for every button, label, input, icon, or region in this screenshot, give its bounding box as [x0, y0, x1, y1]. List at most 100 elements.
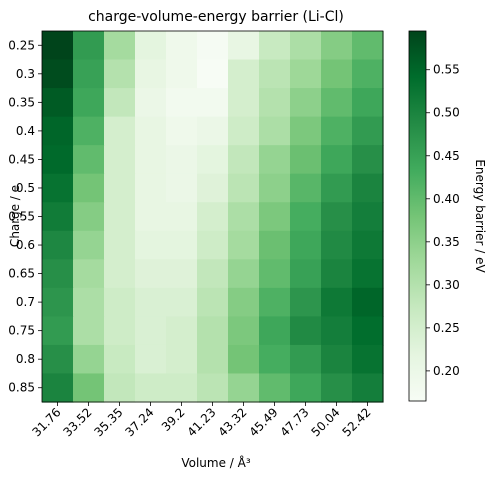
colorbar-tick-label: 0.55 — [433, 63, 460, 77]
heatmap-cell — [290, 116, 322, 146]
heatmap-cell — [352, 373, 384, 403]
heatmap-cell — [352, 259, 384, 289]
heatmap-cell — [197, 230, 229, 260]
y-tick-label: 0.5 — [16, 181, 35, 195]
heatmap-cell — [290, 344, 322, 375]
heatmap-cell — [259, 88, 291, 118]
heatmap-cell — [135, 59, 167, 89]
heatmap-cell — [166, 259, 198, 289]
x-tick-label: 50.04 — [308, 405, 342, 439]
heatmap-cell — [73, 344, 105, 375]
heatmap-cell — [259, 373, 291, 403]
x-tick-label: 33.52 — [60, 405, 94, 439]
heatmap-cell — [352, 316, 384, 346]
heatmap-cell — [352, 202, 384, 232]
heatmap-cell — [42, 173, 74, 203]
heatmap-cell — [321, 287, 353, 317]
heatmap-cell — [135, 202, 167, 232]
heatmap-cell — [352, 344, 384, 375]
heatmap-cell — [197, 145, 229, 175]
heatmap-cell — [166, 116, 198, 146]
heatmap-cell — [73, 373, 105, 403]
heatmap-cell — [73, 88, 105, 118]
heatmap-cell — [259, 344, 291, 375]
heatmap-cell — [290, 373, 322, 403]
y-tick-label: 0.4 — [16, 124, 35, 138]
y-tick-label: 0.55 — [8, 210, 35, 224]
heatmap-cell — [135, 88, 167, 118]
heatmap-cell — [104, 259, 136, 289]
heatmap-cell — [104, 145, 136, 175]
heatmap-cell — [197, 202, 229, 232]
heatmap-cell — [352, 59, 384, 89]
chart-title: charge-volume-energy barrier (Li-Cl) — [88, 9, 344, 25]
heatmap-cell — [290, 287, 322, 317]
x-tick-label: 45.49 — [246, 405, 280, 439]
heatmap-cell — [259, 173, 291, 203]
heatmap-cell — [166, 31, 198, 61]
heatmap-cell — [321, 31, 353, 61]
heatmap-cell — [197, 116, 229, 146]
heatmap-cell — [42, 344, 74, 375]
heatmap-cell — [42, 31, 74, 61]
x-tick-label: 41.23 — [184, 405, 218, 439]
heatmap-cell — [104, 116, 136, 146]
heatmap-cell — [135, 31, 167, 61]
heatmap-cell — [166, 202, 198, 232]
heatmap-cell — [352, 287, 384, 317]
heatmap-cell — [321, 145, 353, 175]
heatmap-cell — [135, 230, 167, 260]
colorbar-tick-label: 0.20 — [433, 364, 460, 378]
heatmap-cell — [259, 316, 291, 346]
x-tick-label: 52.42 — [339, 405, 373, 439]
heatmap-cell — [321, 116, 353, 146]
heatmap-cell — [197, 316, 229, 346]
colorbar-tick-label: 0.30 — [433, 278, 460, 292]
heatmap-cell — [166, 373, 198, 403]
heatmap-cell — [135, 373, 167, 403]
colorbar-ticks: 0.20 0.25 0.30 0.35 0.40 0.45 0.50 0.55 — [426, 63, 460, 378]
heatmap-cell — [42, 287, 74, 317]
heatmap-cell — [73, 173, 105, 203]
heatmap-cell — [73, 316, 105, 346]
heatmap-cell — [290, 88, 322, 118]
heatmap-cell — [42, 316, 74, 346]
heatmap-cell — [259, 59, 291, 89]
heatmap-cell — [228, 145, 260, 175]
heatmap-cell — [228, 259, 260, 289]
heatmap-cell — [197, 88, 229, 118]
heatmap-cell — [228, 59, 260, 89]
colorbar-tick-label: 0.35 — [433, 235, 460, 249]
heatmap-cell — [228, 316, 260, 346]
heatmap-cell — [73, 287, 105, 317]
x-tick-label: 31.76 — [29, 405, 63, 439]
heatmap-cell — [104, 31, 136, 61]
heatmap-cell — [42, 230, 74, 260]
heatmap-cell — [228, 202, 260, 232]
heatmap-cell — [197, 173, 229, 203]
heatmap-cell — [42, 59, 74, 89]
heatmap-cell — [290, 316, 322, 346]
y-tick-label: 0.7 — [16, 295, 35, 309]
y-tick-label: 0.85 — [8, 381, 35, 395]
colorbar-tick-label: 0.45 — [433, 149, 460, 163]
heatmap-cell — [321, 259, 353, 289]
heatmap-cell — [197, 373, 229, 403]
heatmap-cell — [197, 344, 229, 375]
heatmap-cell — [259, 230, 291, 260]
heatmap-cell — [166, 88, 198, 118]
heatmap-cell — [104, 59, 136, 89]
heatmap-cell — [321, 59, 353, 89]
x-tick-label: 47.73 — [277, 405, 311, 439]
y-tick-label: 0.65 — [8, 267, 35, 281]
heatmap-cell — [228, 373, 260, 403]
heatmap-cells — [42, 31, 384, 403]
heatmap-cell — [42, 373, 74, 403]
heatmap-cell — [135, 287, 167, 317]
heatmap-cell — [259, 145, 291, 175]
heatmap-cell — [104, 373, 136, 403]
heatmap-cell — [104, 230, 136, 260]
heatmap-cell — [135, 173, 167, 203]
y-tick-label: 0.35 — [8, 95, 35, 109]
